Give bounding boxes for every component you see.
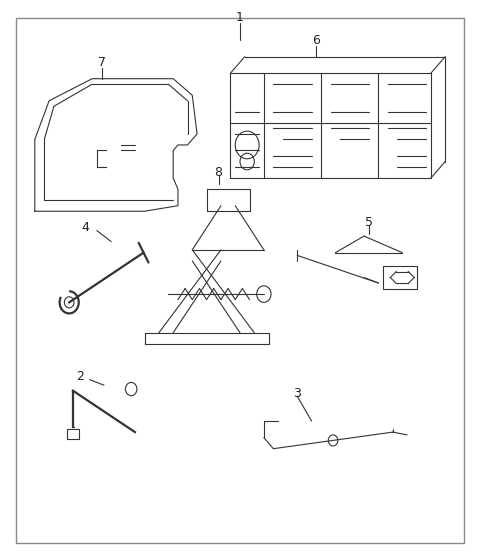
Text: 6: 6 — [312, 33, 320, 47]
Text: 8: 8 — [215, 166, 223, 179]
Text: 2: 2 — [76, 370, 84, 384]
Text: 1: 1 — [236, 12, 244, 24]
Text: 4: 4 — [81, 221, 89, 234]
Text: 7: 7 — [97, 56, 106, 69]
FancyBboxPatch shape — [67, 429, 79, 439]
Text: 5: 5 — [365, 216, 373, 229]
Text: 3: 3 — [293, 387, 301, 400]
